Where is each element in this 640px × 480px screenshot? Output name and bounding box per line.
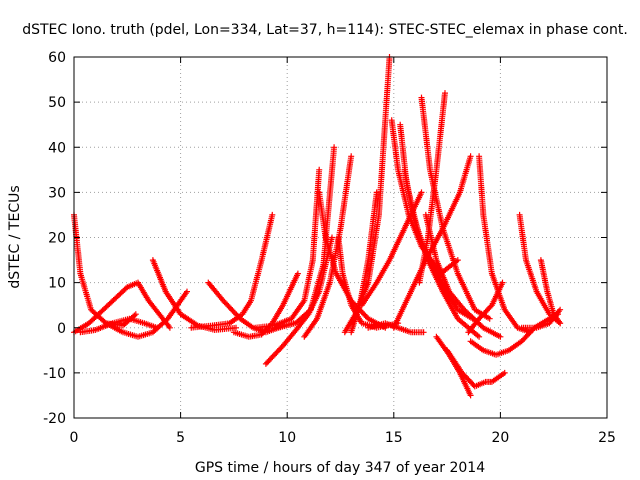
x-tick-label-5: 25 bbox=[598, 430, 616, 446]
y-axis-ticks: -20 -10 0 10 20 30 40 50 60 bbox=[43, 50, 607, 427]
series-arc-29-markers bbox=[516, 211, 564, 327]
y-tick-label-5: 30 bbox=[48, 185, 66, 201]
x-axis-label: GPS time / hours of day 347 of year 2014 bbox=[195, 460, 485, 476]
chart-title: dSTEC Iono. truth (pdel, Lon=334, Lat=37… bbox=[22, 22, 628, 38]
data-series bbox=[71, 54, 564, 399]
y-tick-label-1: -10 bbox=[43, 366, 66, 382]
series-arc-07-markers bbox=[188, 211, 276, 331]
y-axis-label: dSTEC / TECUs bbox=[7, 185, 23, 288]
y-tick-label-8: 60 bbox=[48, 50, 66, 66]
y-tick-label-6: 40 bbox=[48, 140, 66, 156]
series-arc-33-markers bbox=[365, 320, 427, 336]
series-arc-28-markers bbox=[467, 311, 561, 358]
x-axis-ticks: 0 5 10 15 20 25 bbox=[70, 57, 616, 446]
series-arc-22-markers bbox=[418, 94, 493, 322]
y-tick-label-3: 10 bbox=[48, 276, 66, 292]
y-tick-label-4: 20 bbox=[48, 231, 66, 247]
series-arc-29 bbox=[516, 211, 564, 327]
y-tick-label-2: 0 bbox=[57, 321, 66, 337]
series-arc-26 bbox=[433, 333, 474, 399]
series-arc-33 bbox=[365, 320, 427, 336]
x-tick-label-4: 20 bbox=[491, 430, 509, 446]
y-tick-label-7: 50 bbox=[48, 95, 66, 111]
series-arc-07 bbox=[188, 211, 276, 331]
series-arc-27-markers bbox=[476, 153, 534, 336]
series-arc-04 bbox=[103, 288, 190, 340]
series-arc-32-markers bbox=[518, 306, 564, 331]
x-tick-label-1: 5 bbox=[176, 430, 185, 446]
series-arc-30-markers bbox=[537, 257, 564, 327]
series-arc-24-markers bbox=[416, 90, 448, 286]
x-tick-label-0: 0 bbox=[70, 430, 79, 446]
series-arc-31 bbox=[465, 279, 506, 336]
x-tick-label-2: 10 bbox=[278, 430, 296, 446]
y-tick-label-0: -20 bbox=[43, 411, 66, 427]
series-arc-28 bbox=[467, 311, 561, 358]
x-tick-label-3: 15 bbox=[385, 430, 403, 446]
series-arc-04-markers bbox=[103, 288, 190, 340]
series-arc-24 bbox=[416, 90, 448, 286]
series-arc-32 bbox=[518, 306, 564, 331]
series-arc-31-markers bbox=[465, 279, 506, 336]
series-arc-26-markers bbox=[433, 333, 474, 399]
series-arc-22 bbox=[418, 94, 493, 322]
series-arc-27 bbox=[476, 153, 534, 336]
series-arc-30 bbox=[537, 257, 564, 327]
